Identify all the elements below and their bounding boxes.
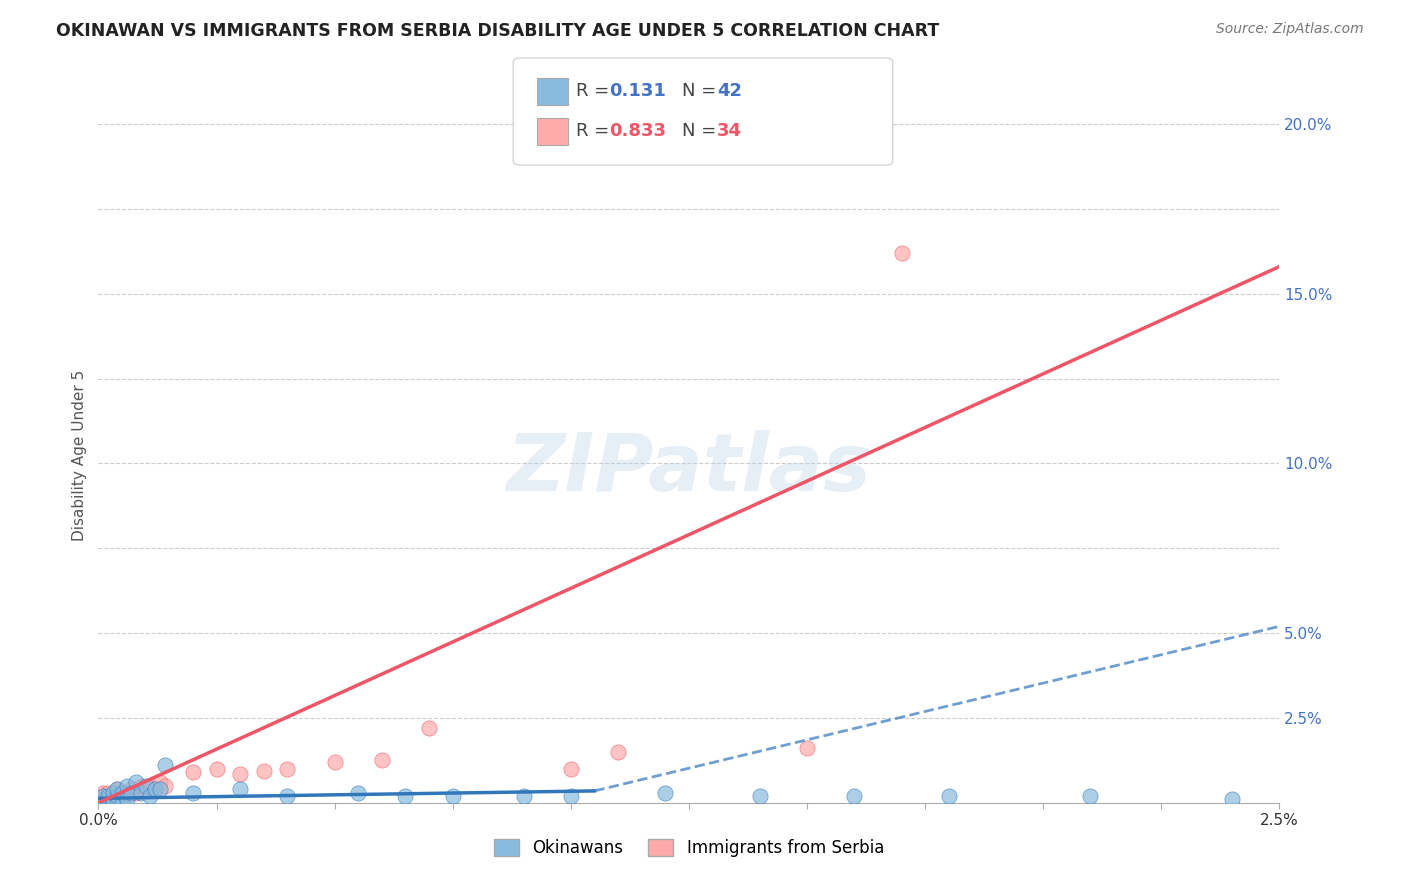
- Point: [115, 792, 138, 806]
- Point: [371, 753, 394, 767]
- Point: [229, 782, 252, 797]
- Point: [143, 782, 166, 797]
- Point: [135, 779, 157, 793]
- Point: [87, 796, 110, 810]
- Point: [149, 775, 172, 789]
- Point: [87, 796, 110, 810]
- Point: [135, 782, 157, 797]
- Point: [276, 762, 298, 776]
- Text: Source: ZipAtlas.com: Source: ZipAtlas.com: [1216, 22, 1364, 37]
- Point: [97, 792, 120, 806]
- Point: [560, 789, 582, 803]
- Point: [91, 786, 114, 800]
- Point: [418, 721, 440, 735]
- Point: [97, 789, 120, 803]
- Point: [181, 765, 204, 780]
- Point: [143, 782, 166, 797]
- Point: [153, 758, 176, 772]
- Point: [91, 796, 114, 810]
- Point: [394, 789, 416, 803]
- Text: R =: R =: [576, 122, 616, 140]
- Point: [97, 796, 120, 810]
- Point: [441, 789, 464, 803]
- Point: [91, 789, 114, 803]
- Point: [101, 796, 124, 810]
- Point: [105, 782, 128, 797]
- Point: [105, 796, 128, 810]
- Point: [347, 786, 370, 800]
- Point: [512, 789, 534, 803]
- Point: [101, 789, 124, 803]
- Y-axis label: Disability Age Under 5: Disability Age Under 5: [72, 369, 87, 541]
- Point: [607, 745, 630, 759]
- Text: R =: R =: [576, 82, 616, 100]
- Point: [654, 786, 676, 800]
- Point: [91, 796, 114, 810]
- Point: [1220, 792, 1243, 806]
- Point: [101, 786, 124, 800]
- Point: [796, 741, 818, 756]
- Point: [87, 792, 110, 806]
- Point: [139, 789, 162, 803]
- Text: 0.131: 0.131: [609, 82, 665, 100]
- Point: [121, 786, 143, 800]
- Legend: Okinawans, Immigrants from Serbia: Okinawans, Immigrants from Serbia: [488, 832, 890, 864]
- Point: [87, 796, 110, 810]
- Point: [91, 789, 114, 803]
- Point: [153, 779, 176, 793]
- Point: [229, 767, 252, 781]
- Point: [87, 796, 110, 810]
- Point: [149, 782, 172, 797]
- Point: [121, 782, 143, 797]
- Point: [105, 792, 128, 806]
- Point: [105, 782, 128, 797]
- Point: [938, 789, 960, 803]
- Point: [91, 792, 114, 806]
- Point: [111, 786, 134, 800]
- Point: [105, 789, 128, 803]
- Point: [111, 789, 134, 803]
- Point: [139, 779, 162, 793]
- Point: [129, 786, 152, 800]
- Point: [181, 786, 204, 800]
- Text: 34: 34: [717, 122, 742, 140]
- Point: [111, 796, 134, 810]
- Point: [844, 789, 866, 803]
- Point: [91, 796, 114, 810]
- Point: [115, 779, 138, 793]
- Point: [560, 762, 582, 776]
- Text: 42: 42: [717, 82, 742, 100]
- Text: OKINAWAN VS IMMIGRANTS FROM SERBIA DISABILITY AGE UNDER 5 CORRELATION CHART: OKINAWAN VS IMMIGRANTS FROM SERBIA DISAB…: [56, 22, 939, 40]
- Point: [101, 796, 124, 810]
- Point: [748, 789, 770, 803]
- Point: [115, 786, 138, 800]
- Point: [125, 786, 148, 800]
- Point: [129, 779, 152, 793]
- Point: [1080, 789, 1102, 803]
- Text: N =: N =: [682, 82, 721, 100]
- Point: [253, 764, 276, 778]
- Point: [205, 762, 228, 776]
- Point: [101, 792, 124, 806]
- Text: ZIPatlas: ZIPatlas: [506, 430, 872, 508]
- Point: [87, 796, 110, 810]
- Text: 0.833: 0.833: [609, 122, 666, 140]
- Point: [97, 796, 120, 810]
- Point: [323, 755, 346, 769]
- Point: [890, 246, 912, 260]
- Point: [276, 789, 298, 803]
- Point: [97, 786, 120, 800]
- Point: [125, 775, 148, 789]
- Text: N =: N =: [682, 122, 721, 140]
